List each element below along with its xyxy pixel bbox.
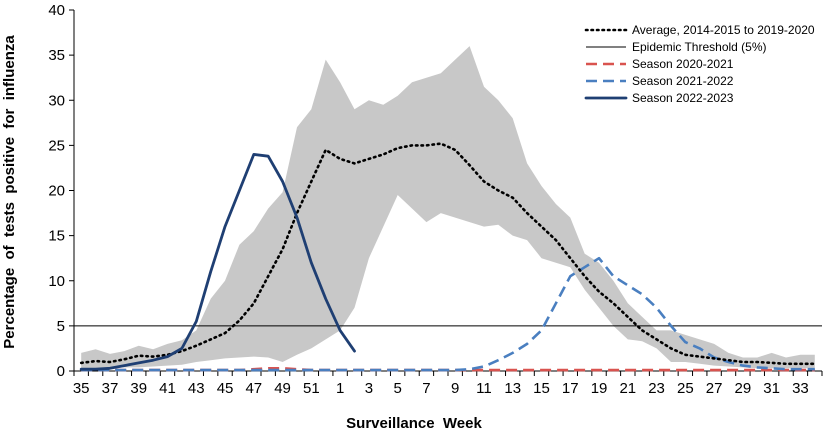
- x-tick-label: 47: [245, 380, 262, 397]
- x-tick-label: 5: [393, 380, 401, 397]
- x-tick-label: 33: [792, 380, 809, 397]
- legend-label: Season 2020-2021: [632, 57, 734, 71]
- x-tick-label: 27: [706, 380, 723, 397]
- x-tick-label: 25: [677, 380, 694, 397]
- legend: Average, 2014-2015 to 2019-2020 Epidemic …: [584, 23, 815, 105]
- y-tick-label: 10: [48, 273, 65, 290]
- x-tick-label: 37: [102, 380, 119, 397]
- y-tick-label: 25: [48, 137, 65, 154]
- series-layer: [74, 142, 822, 372]
- series-line-average-2014-2015-to-2019-2020: [79, 142, 817, 366]
- x-tick-label: 15: [533, 380, 550, 397]
- x-tick-label: 23: [648, 380, 665, 397]
- x-axis-title: Surveillance Week: [346, 415, 482, 430]
- y-tick-label: 40: [48, 2, 65, 19]
- y-tick-label: 5: [57, 318, 65, 335]
- x-tick-label: 29: [735, 380, 752, 397]
- range-band-layer: [81, 46, 815, 369]
- x-tick-label: 39: [130, 380, 147, 397]
- y-tick-label: 35: [48, 47, 65, 64]
- y-tick-label: 0: [57, 363, 65, 380]
- y-axis-title: Percentage of tests positive for influen…: [1, 35, 18, 349]
- y-tick-label: 15: [48, 228, 65, 245]
- x-tick-label: 41: [159, 380, 176, 397]
- legend-label: Epidemic Threshold (5%): [632, 40, 767, 54]
- x-tick-label: 51: [303, 380, 320, 397]
- series-line-season-2021-2022: [81, 256, 815, 372]
- x-tick-label: 45: [217, 380, 234, 397]
- x-tick-label: 1: [336, 380, 344, 397]
- legend-label: Average, 2014-2015 to 2019-2020: [632, 23, 815, 37]
- range-band: [81, 46, 815, 369]
- y-tick-label: 20: [48, 183, 65, 200]
- x-tick-label: 49: [274, 380, 291, 397]
- x-tick-label: 7: [422, 380, 430, 397]
- x-tick-label: 13: [504, 380, 521, 397]
- legend-label: Season 2021-2022: [632, 74, 734, 88]
- x-tick-label: 19: [591, 380, 608, 397]
- y-tick-label: 30: [48, 92, 65, 109]
- x-tick-label: 21: [619, 380, 636, 397]
- x-tick-label: 11: [476, 380, 492, 397]
- x-tick-label: 43: [188, 380, 205, 397]
- x-tick-label: 9: [451, 380, 459, 397]
- x-tick-label: 31: [763, 380, 780, 397]
- x-tick-label: 3: [365, 380, 373, 397]
- legend-label: Season 2022-2023: [632, 91, 734, 105]
- x-tick-label: 17: [562, 380, 579, 397]
- series-line-season-2022-2023: [79, 152, 356, 371]
- x-tick-label: 35: [73, 380, 90, 397]
